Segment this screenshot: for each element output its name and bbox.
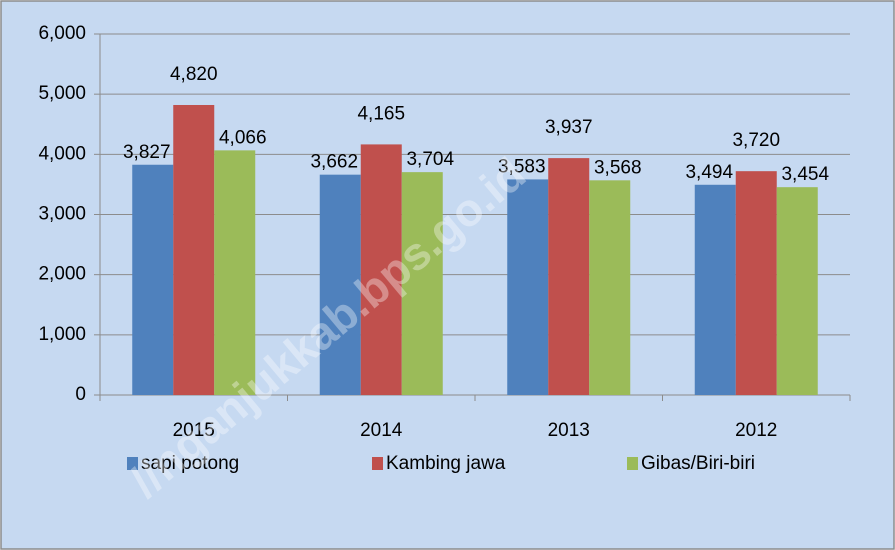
bar xyxy=(589,180,631,395)
y-tick-label: 3,000 xyxy=(38,204,86,225)
legend-swatch xyxy=(372,457,383,470)
bar xyxy=(735,171,777,395)
x-tick-label: 2014 xyxy=(360,420,403,441)
data-label: 3,720 xyxy=(732,130,780,151)
data-label: 3,454 xyxy=(781,164,829,185)
data-label: 3,827 xyxy=(123,142,171,163)
bar xyxy=(507,179,549,395)
data-label: 4,066 xyxy=(219,127,267,148)
data-label: 4,820 xyxy=(170,64,218,85)
legend-swatch xyxy=(627,457,638,470)
legend-label: Gibas/Biri-biri xyxy=(641,453,755,474)
y-tick-label: 0 xyxy=(75,384,86,405)
data-label: 3,494 xyxy=(685,162,733,183)
bar xyxy=(132,164,174,395)
y-tick-label: 1,000 xyxy=(38,324,86,345)
data-label: 3,568 xyxy=(594,157,642,178)
y-tick-label: 4,000 xyxy=(38,143,86,164)
y-tick-label: 2,000 xyxy=(38,264,86,285)
legend-label: sapi potong xyxy=(141,453,239,474)
bar xyxy=(694,184,736,395)
data-label: 3,583 xyxy=(498,156,546,177)
y-tick-label: 6,000 xyxy=(38,23,86,44)
data-label: 3,662 xyxy=(310,152,358,173)
x-tick-label: 2013 xyxy=(548,420,590,441)
x-tick-label: 2012 xyxy=(735,420,777,441)
bar xyxy=(548,158,590,395)
bar xyxy=(776,187,818,395)
data-label: 4,165 xyxy=(357,103,405,124)
y-tick-label: 5,000 xyxy=(38,83,86,104)
bar xyxy=(360,144,402,395)
data-label: 3,704 xyxy=(406,149,454,170)
data-label: 3,937 xyxy=(545,117,593,138)
x-tick-label: 2015 xyxy=(173,420,215,441)
bar xyxy=(214,150,256,395)
bar xyxy=(173,104,215,395)
bar xyxy=(401,172,443,395)
bar xyxy=(319,174,361,395)
legend-swatch xyxy=(127,457,138,470)
legend-label: Kambing jawa xyxy=(386,453,506,474)
